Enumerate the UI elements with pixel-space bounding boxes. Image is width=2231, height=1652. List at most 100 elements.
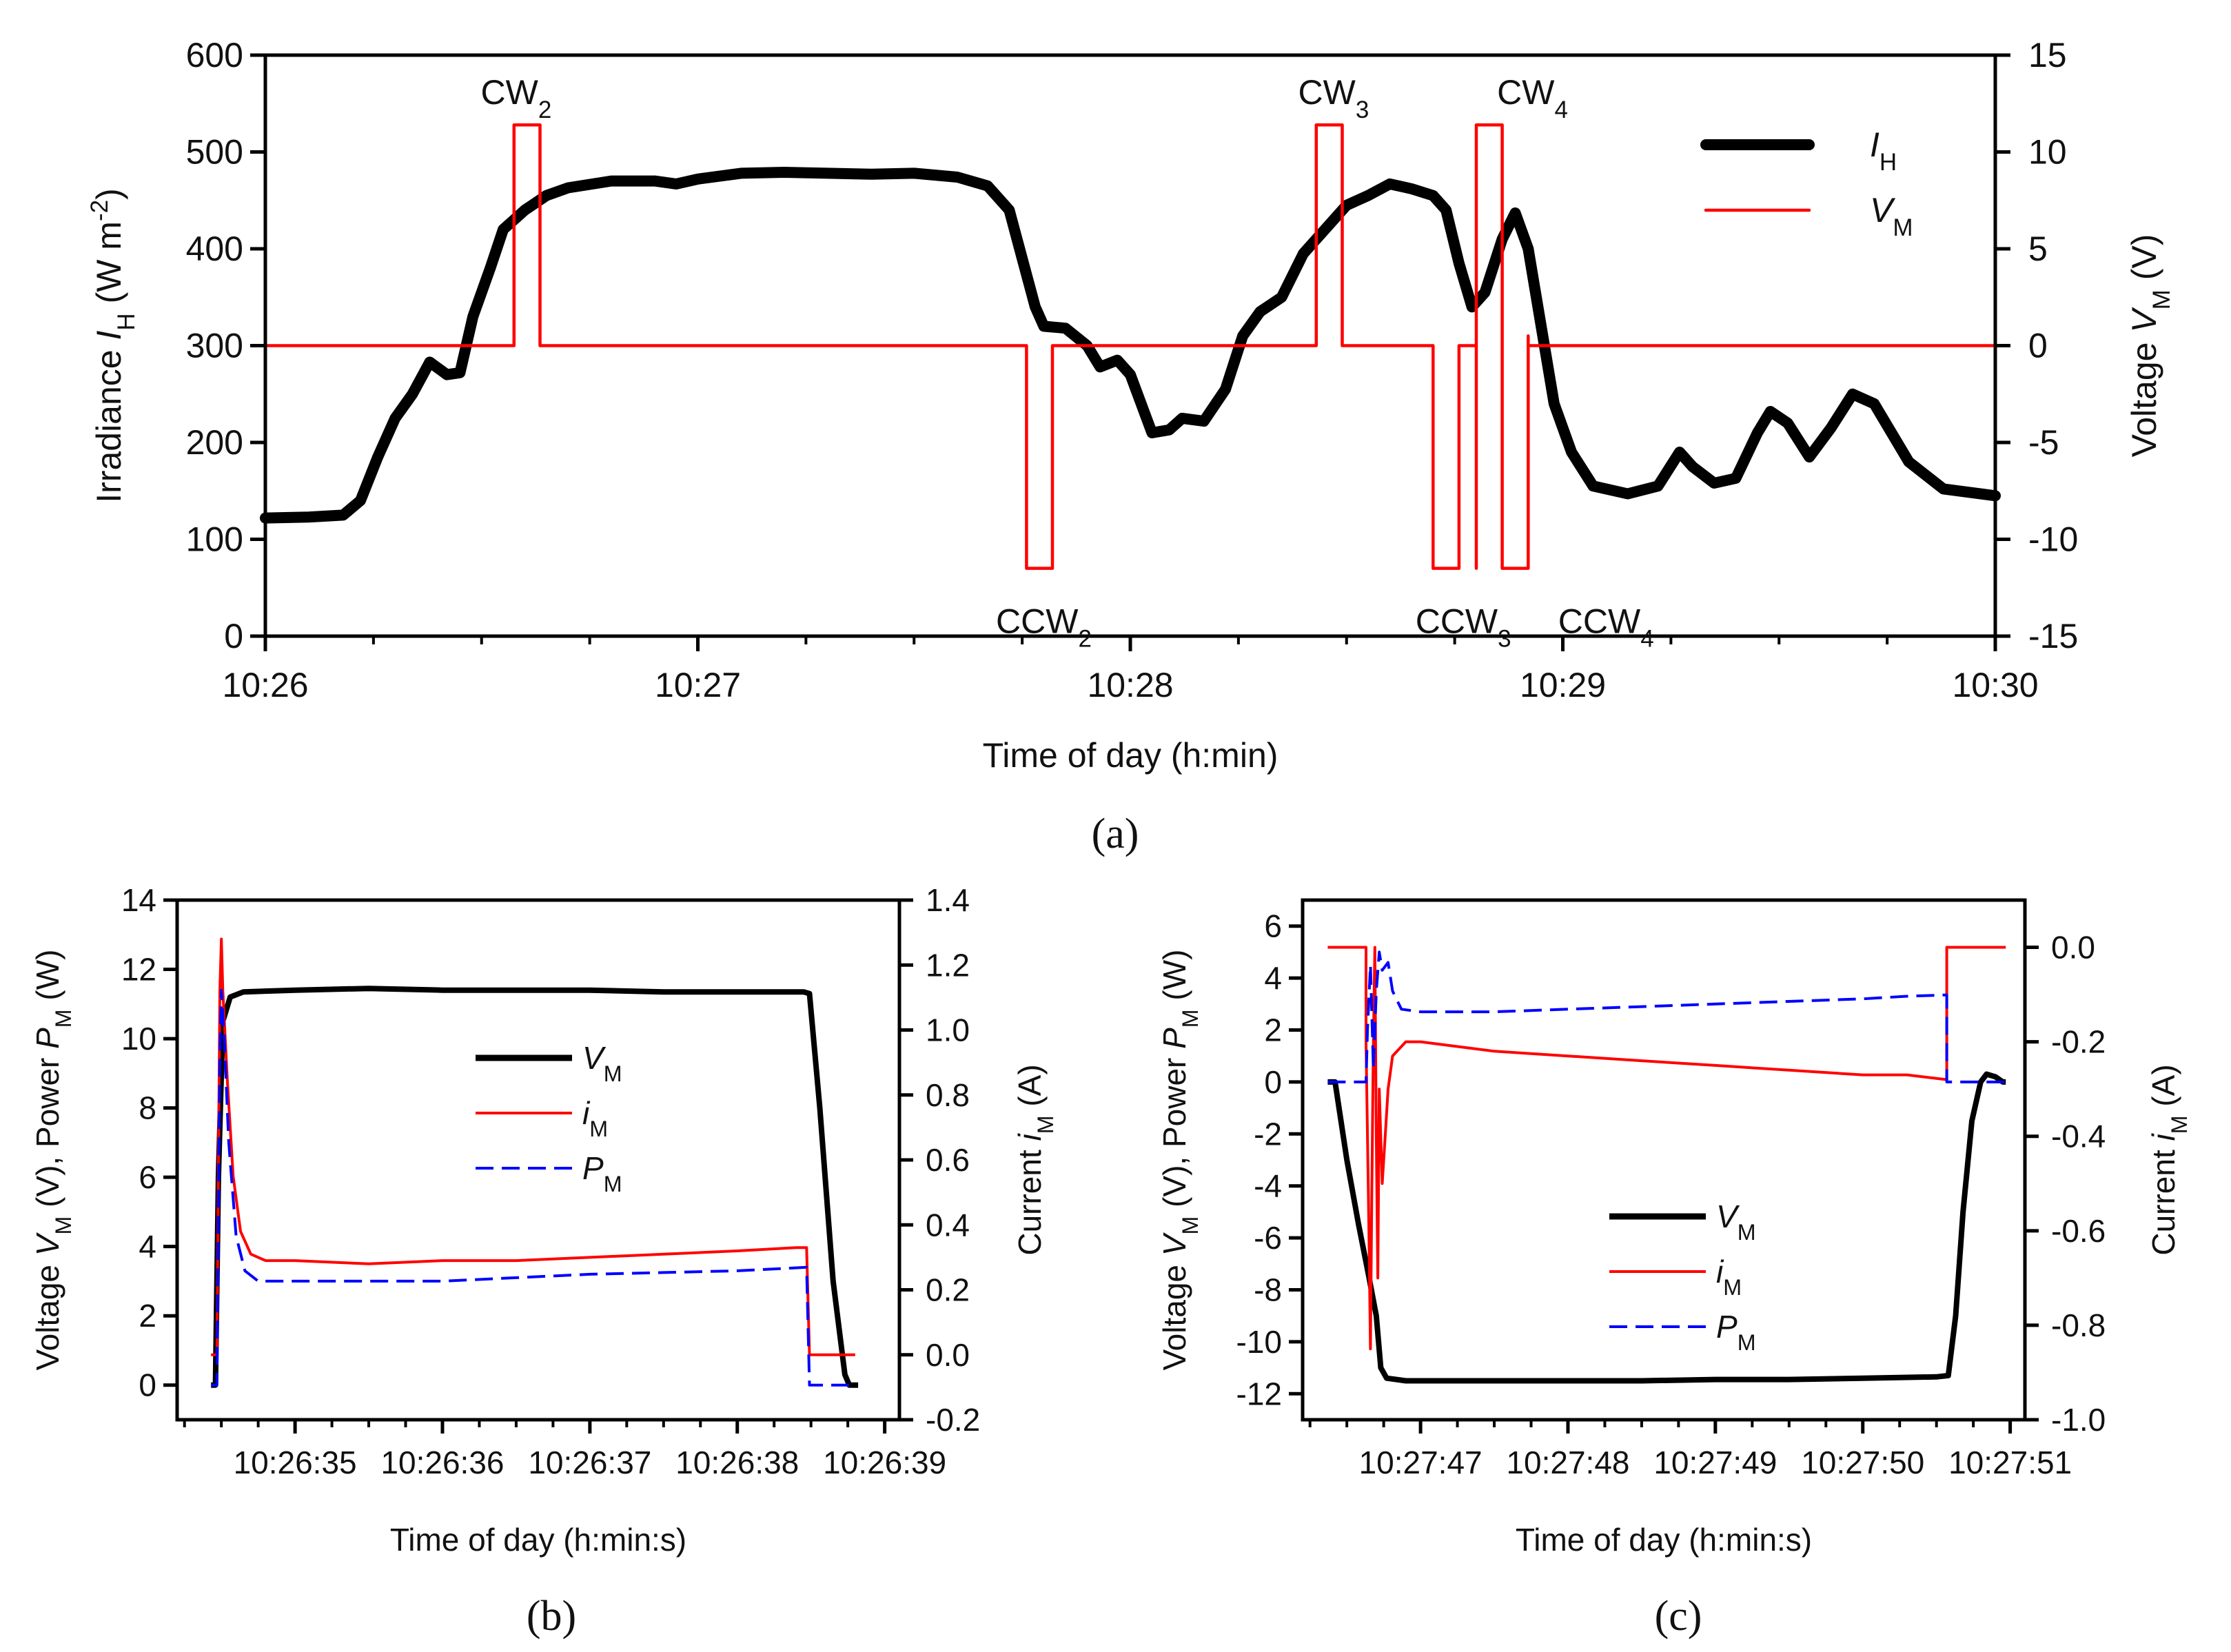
y-right-axis-label-b: Current iM (A): [1012, 1064, 1058, 1255]
y-left-tick-label-b: 4: [139, 1229, 156, 1265]
legend-label-a-part: V: [1870, 191, 1896, 230]
y-right-tick-label-a-part: -5: [2028, 423, 2059, 462]
legend-label-a: VM: [1870, 191, 1913, 241]
y-right-tick-label-c: -0.6: [2051, 1213, 2106, 1249]
y-left-tick-label-a: 500: [186, 133, 243, 172]
x-tick-label-a-part: 10:29: [1520, 666, 1606, 704]
x-tick-label-a-part: 10:27: [655, 666, 741, 704]
legend-label-c-part: P: [1716, 1309, 1738, 1345]
x-tick-label-c-part: 10:27:50: [1801, 1445, 1924, 1480]
y-right-tick-label-c-part: -0.6: [2051, 1213, 2106, 1249]
y-left-tick-label-a-part: 100: [186, 520, 243, 559]
y-left-tick-label-a-part: 600: [186, 36, 243, 74]
y-left-axis-label-c-part: Voltage: [1157, 1256, 1192, 1370]
y-left-axis-label-b-part: (V), Power: [30, 1049, 65, 1216]
x-tick-label-b-part: 10:26:37: [528, 1445, 651, 1480]
y-right-tick-label-b-part: 0.4: [926, 1207, 970, 1243]
panel-tag-a-part: ): [1125, 810, 1139, 857]
y-right-tick-label-b: 0.0: [926, 1337, 970, 1373]
panel-tag-c: (c): [1655, 1593, 1702, 1640]
legend-label-b: iM: [582, 1095, 608, 1141]
x-tick-label-b: 10:26:39: [823, 1445, 946, 1480]
y-right-tick-label-a-part: 5: [2028, 230, 2048, 268]
y-left-axis-label-c-part: P: [1157, 1028, 1192, 1049]
y-left-tick-label-c: 6: [1264, 908, 1282, 944]
y-right-tick-label-a: 5: [2028, 230, 2048, 268]
y-right-axis-label-b-part: M: [1033, 1115, 1058, 1134]
x-axis-label-a: Time of day (h:min): [983, 736, 1279, 775]
y-right-axis-label-c-part: M: [2167, 1115, 2192, 1134]
y-right-tick-label-c-part: -0.8: [2051, 1307, 2106, 1343]
y-left-axis-label-a-part: -2: [86, 200, 113, 221]
y-left-tick-label-b: 2: [139, 1298, 156, 1334]
series-line-a-i-h: [260, 167, 2001, 524]
legend-label-c-part: M: [1738, 1220, 1756, 1245]
y-left-tick-label-b-part: 10: [121, 1021, 156, 1057]
y-left-tick-label-a: 0: [224, 617, 243, 655]
y-right-tick-label-a: -15: [2028, 617, 2078, 655]
y-left-tick-label-c-part: 6: [1264, 908, 1282, 944]
y-left-axis-label-c-part: M: [1178, 1009, 1203, 1028]
legend-label-b-part: P: [582, 1150, 604, 1186]
annotation-label-a-cw3: CW3: [1298, 73, 1369, 123]
y-right-axis-label-c-part: (A): [2146, 1064, 2181, 1115]
x-tick-label-a-part: 10:28: [1087, 666, 1173, 704]
annotation-label-a-ccw4: CCW4: [1558, 602, 1654, 652]
y-left-tick-label-b: 10: [121, 1021, 156, 1057]
x-tick-label-a: 10:26: [222, 666, 308, 704]
x-tick-label-a: 10:29: [1520, 666, 1606, 704]
y-left-tick-label-b-part: 12: [121, 952, 156, 988]
y-left-tick-label-c-part: -12: [1236, 1376, 1282, 1411]
y-right-tick-label-c-part: 0.0: [2051, 930, 2095, 966]
y-left-tick-label-c-part: -4: [1254, 1168, 1282, 1204]
y-right-axis-label-a-part: Voltage: [2125, 333, 2163, 458]
legend-label-c-part: M: [1738, 1330, 1756, 1355]
legend-label-c-part: V: [1716, 1199, 1740, 1234]
x-tick-label-c-part: 10:27:49: [1653, 1445, 1777, 1480]
y-right-tick-label-a-part: 0: [2028, 327, 2048, 365]
annotation-label-a-cw4: CW4: [1497, 73, 1568, 123]
x-tick-label-c-part: 10:27:48: [1506, 1445, 1629, 1480]
y-left-tick-label-c-part: 4: [1264, 960, 1282, 996]
annotation-label-a-cw3-part: 3: [1356, 96, 1369, 123]
y-left-tick-label-a: 300: [186, 327, 243, 365]
x-tick-label-b: 10:26:35: [234, 1445, 357, 1480]
y-right-tick-label-c: -1.0: [2051, 1402, 2106, 1438]
y-left-axis-label-a-part: ): [90, 188, 128, 200]
x-tick-label-a: 10:27: [655, 666, 741, 704]
y-left-axis-label-b-part: Voltage: [30, 1256, 65, 1370]
y-right-axis-label-a-part: (V): [2125, 234, 2163, 290]
y-left-tick-label-b: 0: [139, 1367, 156, 1403]
panel-tag-a: (a): [1092, 810, 1139, 857]
x-tick-label-a: 10:28: [1087, 666, 1173, 704]
y-left-tick-label-c-part: 0: [1264, 1064, 1282, 1100]
y-right-tick-label-a: 15: [2028, 36, 2067, 74]
y-right-tick-label-a: 0: [2028, 327, 2048, 365]
legend-label-c: PM: [1716, 1309, 1756, 1355]
y-left-tick-label-b-part: 14: [121, 882, 156, 918]
x-axis-label-a-part: Time of day (h:min): [983, 736, 1279, 775]
y-left-tick-label-c: -4: [1254, 1168, 1282, 1204]
y-right-tick-label-a-part: -15: [2028, 617, 2078, 655]
annotation-label-a-cw2-part: 2: [538, 96, 551, 123]
y-left-tick-label-c: -10: [1236, 1324, 1282, 1360]
y-right-tick-label-b: -0.2: [926, 1402, 980, 1438]
y-left-axis-label-b-part: V: [30, 1232, 65, 1256]
y-left-tick-label-b: 12: [121, 952, 156, 988]
y-left-axis-label-c-part: (W): [1157, 950, 1192, 1010]
y-left-axis-label-b-part: M: [51, 1009, 76, 1028]
y-right-tick-label-a: -10: [2028, 520, 2078, 559]
y-right-tick-label-b-part: 0.6: [926, 1142, 970, 1178]
y-left-tick-label-c-part: -8: [1254, 1272, 1282, 1308]
annotation-label-a-ccw4-part: CCW: [1558, 602, 1641, 640]
legend-label-b-part: V: [582, 1040, 607, 1076]
x-tick-label-b-part: 10:26:38: [675, 1445, 799, 1480]
y-left-axis-label-b-part: M: [51, 1216, 76, 1235]
y-right-axis-label-b-part: (A): [1012, 1064, 1048, 1115]
y-right-axis-label-c: Current iM (A): [2146, 1064, 2192, 1255]
legend-label-c: VM: [1716, 1199, 1756, 1245]
y-left-tick-label-c: -8: [1254, 1272, 1282, 1308]
y-left-tick-label-b-part: 8: [139, 1090, 156, 1126]
y-right-axis-label-a: Voltage VM (V): [2125, 234, 2175, 458]
